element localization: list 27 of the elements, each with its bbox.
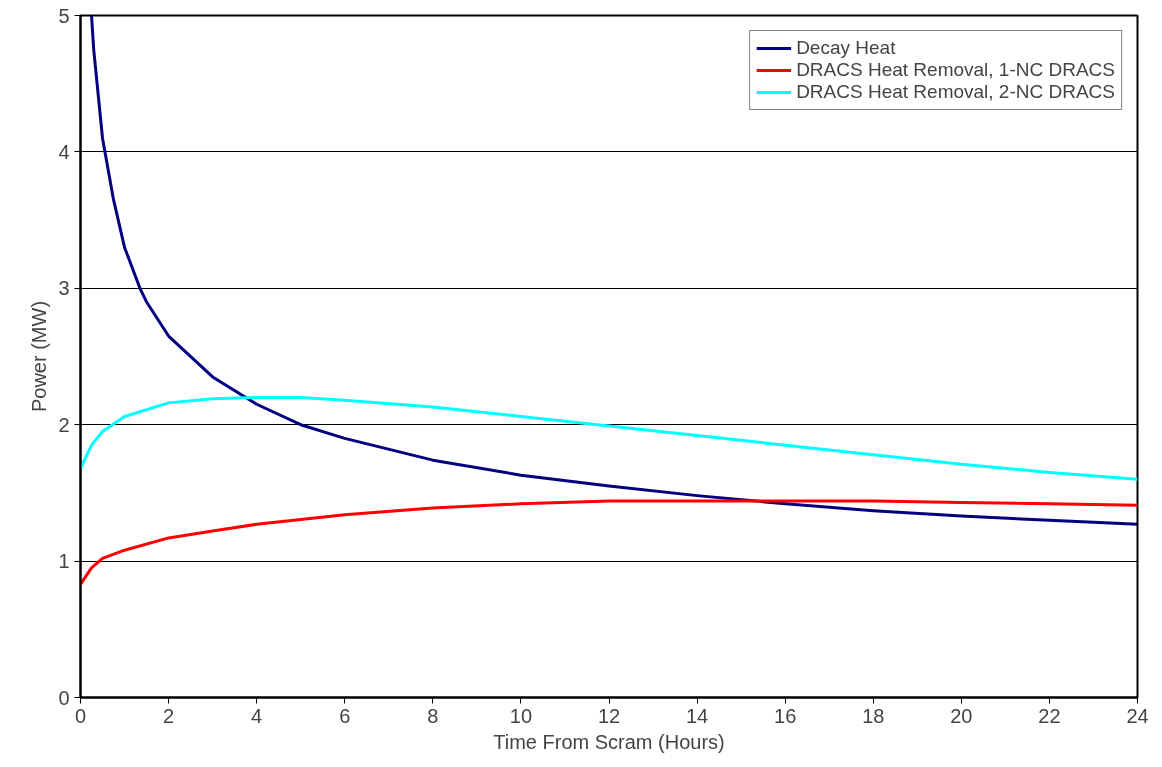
x-tick-label: 0 [74, 704, 87, 727]
y-tick-label: 2 [58, 413, 70, 436]
legend-label: Decay Heat [796, 37, 896, 59]
x-tick-label: 10 [509, 704, 533, 727]
x-tick-label: 18 [862, 704, 885, 727]
x-tick-label: 4 [251, 704, 263, 727]
y-tick-label: 4 [58, 140, 70, 163]
y-axis-title: Power (MW) [28, 300, 51, 413]
x-tick-label: 2 [163, 704, 175, 727]
x-tick-label: 22 [1038, 704, 1061, 727]
x-tick-label: 6 [339, 704, 351, 727]
x-tick-label: 12 [597, 704, 621, 727]
y-tick-label: 5 [58, 4, 70, 27]
y-tick-label: 3 [58, 277, 70, 300]
y-tick-label: 1 [58, 550, 70, 573]
line-series [80, 499, 1138, 586]
line-series [80, 395, 1138, 481]
legend-label: DRACS Heat Removal, 2-NC DRACS [796, 81, 1115, 103]
x-axis-title: Time From Scram (Hours) [493, 730, 725, 753]
x-tick-label: 14 [685, 704, 709, 727]
x-tick-label: 16 [774, 704, 797, 727]
x-tick-label: 24 [1126, 704, 1149, 727]
x-tick-label: 20 [950, 704, 973, 727]
line-series [90, 15, 1138, 526]
x-tick-label: 8 [427, 704, 439, 727]
legend-label: DRACS Heat Removal, 1-NC DRACS [796, 59, 1115, 81]
y-tick-label: 0 [58, 686, 70, 709]
